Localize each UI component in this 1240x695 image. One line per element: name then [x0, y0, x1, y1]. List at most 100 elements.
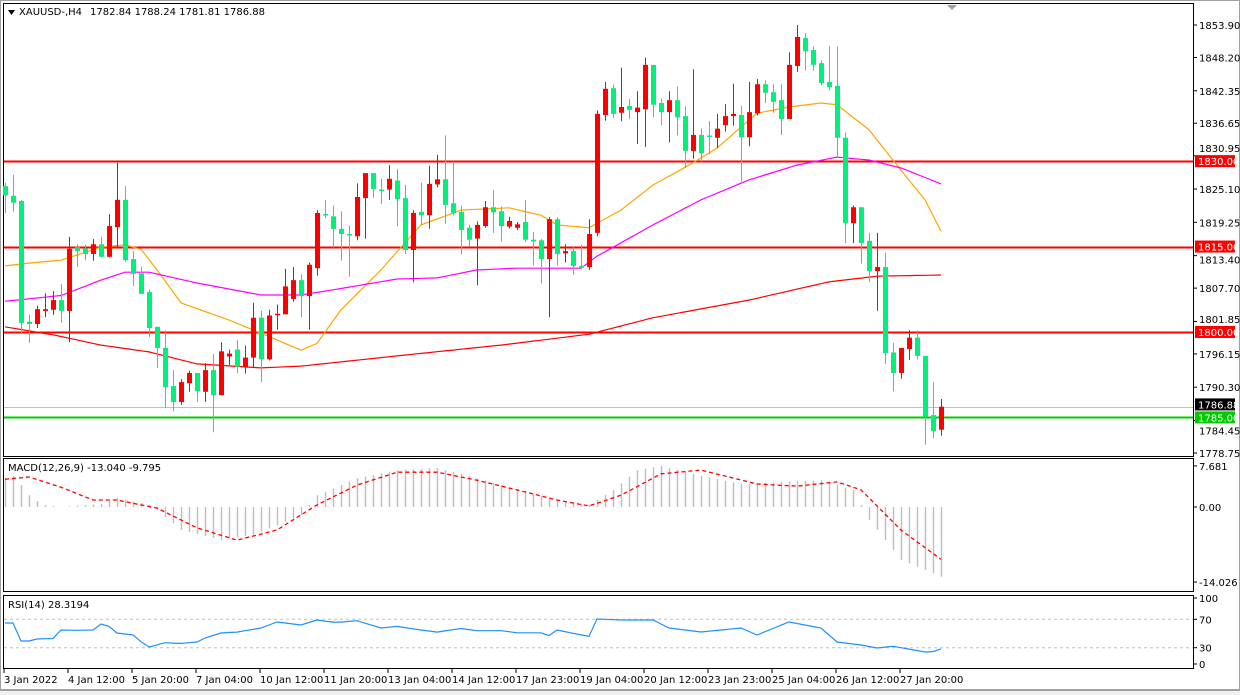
- rsi-tick-label: 100: [1199, 594, 1218, 605]
- candle: [731, 83, 736, 126]
- time-tick-label: 13 Jan 04:00: [388, 675, 451, 686]
- candle-body: [243, 357, 248, 367]
- candle-body: [651, 64, 656, 105]
- candle-body: [563, 251, 568, 254]
- candle-body: [723, 116, 728, 126]
- candle: [99, 236, 104, 258]
- time-tick-label: 10 Jan 12:00: [260, 675, 323, 686]
- candle-body: [571, 251, 576, 266]
- candle: [435, 154, 440, 188]
- main-panel[interactable]: [3, 3, 1194, 457]
- rsi-series: [4, 618, 1193, 653]
- candle: [859, 207, 864, 264]
- candle: [923, 355, 928, 445]
- candle-body: [587, 234, 592, 268]
- ohlc-values: 1782.84 1788.24 1781.81 1786.88: [90, 7, 265, 18]
- candle: [155, 326, 160, 368]
- candle: [819, 60, 824, 86]
- candle: [547, 216, 552, 318]
- candle-body: [755, 84, 760, 114]
- candle: [523, 199, 528, 242]
- candle: [739, 105, 744, 182]
- candle: [707, 121, 712, 155]
- candle: [571, 245, 576, 276]
- candle: [411, 210, 416, 283]
- candle: [851, 205, 856, 244]
- candle-body: [499, 211, 504, 227]
- candle: [27, 314, 32, 343]
- candle: [91, 239, 96, 261]
- candle: [379, 178, 384, 204]
- candle: [123, 186, 128, 262]
- candle: [451, 161, 456, 216]
- candle: [803, 32, 808, 71]
- candle: [115, 162, 120, 248]
- candle: [595, 110, 600, 237]
- candle-body: [171, 386, 176, 403]
- candle-body: [19, 200, 24, 323]
- macd-tick-label: 0.00: [1199, 503, 1221, 514]
- candle-body: [331, 216, 336, 229]
- candle-body: [875, 267, 880, 272]
- candle: [467, 224, 472, 247]
- candle-body: [763, 84, 768, 93]
- candle: [683, 106, 688, 168]
- candle-body: [379, 189, 384, 192]
- candle: [187, 370, 192, 392]
- time-tick-label: 17 Jan 23:00: [516, 675, 579, 686]
- candle: [755, 79, 760, 116]
- candle-body: [131, 259, 136, 274]
- candle: [667, 91, 672, 143]
- candle: [779, 84, 784, 135]
- time-tick-label: 26 Jan 12:00: [836, 675, 899, 686]
- candle: [891, 342, 896, 392]
- candle-body: [803, 38, 808, 52]
- candle-body: [915, 337, 920, 356]
- candle: [259, 310, 264, 383]
- macd-panel[interactable]: [3, 458, 1194, 592]
- candle-body: [395, 180, 400, 200]
- candle: [787, 52, 792, 119]
- candle-body: [275, 313, 280, 316]
- rsi-line: [5, 618, 942, 653]
- macd-tick-label: -14.026: [1199, 578, 1238, 589]
- main-series: [3, 25, 1193, 445]
- candle: [243, 345, 248, 374]
- candle-body: [267, 315, 272, 360]
- candle: [35, 305, 40, 328]
- candle-body: [235, 349, 240, 367]
- candle-body: [27, 321, 32, 325]
- candle-body: [195, 372, 200, 392]
- candle: [59, 284, 64, 323]
- candle: [811, 46, 816, 71]
- candle-body: [827, 81, 832, 88]
- candle-body: [635, 107, 640, 113]
- candle: [611, 84, 616, 118]
- candle: [315, 210, 320, 276]
- macd-signal-line: [4, 469, 942, 560]
- collapse-triangle-icon[interactable]: [8, 10, 15, 15]
- candle: [339, 211, 344, 261]
- candle-body: [835, 85, 840, 138]
- candle-body: [683, 116, 688, 151]
- candle-body: [843, 137, 848, 224]
- candle-body: [355, 196, 360, 237]
- candle-body: [507, 220, 512, 227]
- candle-body: [147, 292, 152, 328]
- candle: [635, 91, 640, 145]
- chart-shift-marker-icon[interactable]: [947, 5, 957, 10]
- price-tick-label: 1853.90: [1199, 21, 1240, 32]
- candle: [603, 81, 608, 121]
- candle: [395, 169, 400, 227]
- candle-body: [939, 406, 944, 430]
- candle: [563, 244, 568, 263]
- candle: [67, 236, 72, 343]
- candle-body: [603, 88, 608, 115]
- rsi-panel[interactable]: [3, 595, 1194, 669]
- candle-body: [555, 219, 560, 254]
- candle-body: [99, 244, 104, 257]
- candle: [323, 199, 328, 219]
- candle-body: [739, 114, 744, 138]
